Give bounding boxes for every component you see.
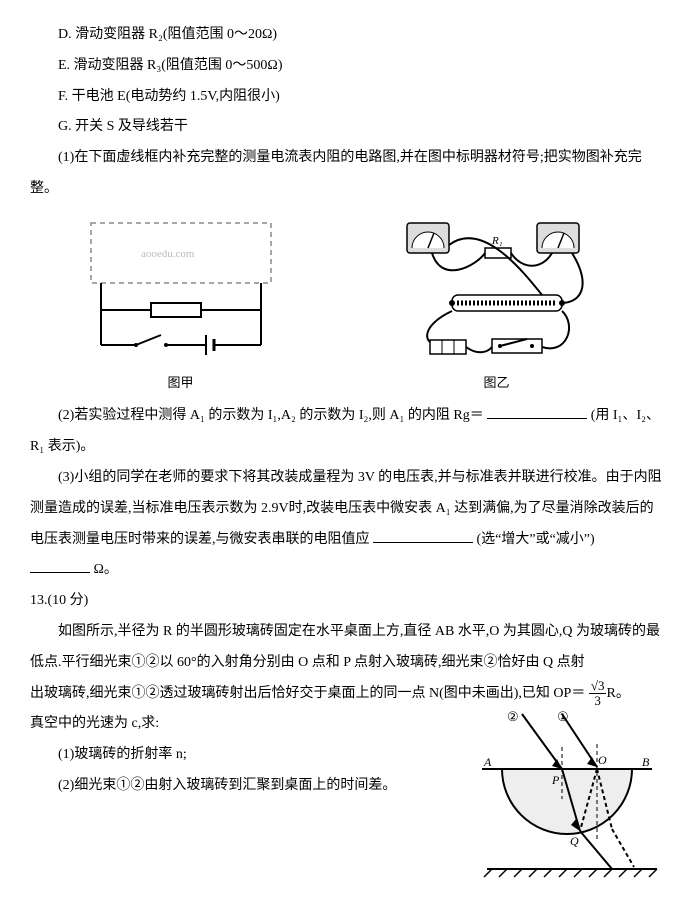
p13-body2-pre: 出玻璃砖,细光束①②透过玻璃砖射出后恰好交于桌面上的同一点 N(图中未画出),已… [30,686,585,701]
svg-text:A: A [483,755,492,769]
figure-left-col: aooedu.com 图甲 [81,215,281,398]
q3-blank1 [373,529,473,543]
frac-num: √3 [589,679,607,694]
question-3: (3)小组的同学在老师的要求下将其改装成量程为 3V 的电压表,并与标准表并联进… [30,463,662,555]
q3-blank2 [30,559,90,573]
figure-right-col: R₁ 图乙 [382,215,612,398]
figcap-right: 图乙 [483,369,509,398]
p13-body2-post: R。 [606,686,629,701]
svg-text:Q: Q [570,834,579,848]
p13-body2: 出玻璃砖,细光束①②透过玻璃砖射出后恰好交于桌面上的同一点 N(图中未画出),已… [30,679,662,710]
figcap-left: 图甲 [167,369,193,398]
svg-text:①: ① [557,709,569,724]
item-G: G. 开关 S 及导线若干 [30,112,662,143]
item-D: D. 滑动变阻器 R₂(阻值范围 0～20Ω) [30,20,662,51]
watermark-text: aooedu.com [141,248,195,260]
circuit-diagram-icon: aooedu.com [81,215,281,365]
p13-body1: 如图所示,半径为 R 的半圆形玻璃砖固定在水平桌面上方,直径 AB 水平,O 为… [30,617,662,679]
setup-diagram-icon: R₁ [382,215,612,365]
q3-hint: (选“增大”或“减小”) [477,532,595,547]
svg-text:B: B [642,755,650,769]
q2-blank [487,405,587,419]
semicircle-diagram-icon: ② ① A B O P Q [462,709,662,879]
q1-text: (1)在下面虚线框内补充完整的测量电流表内阻的电路图,并在图中标明器材符号;把实… [30,143,662,205]
q2-pre: (2)若实验过程中测得 A₁ 的示数为 I₁,A₂ 的示数为 I₂,则 A₁ 的… [58,408,484,423]
p13-header: 13.(10 分) [30,586,662,617]
svg-text:②: ② [507,709,519,724]
svg-text:P: P [551,773,560,787]
question-2: (2)若实验过程中测得 A₁ 的示数为 I₁,A₂ 的示数为 I₂,则 A₁ 的… [30,401,662,463]
fraction: √3 3 [589,679,607,709]
item-F: F. 干电池 E(电动势约 1.5V,内阻很小) [30,82,662,113]
question-1: (1)在下面虚线框内补充完整的测量电流表内阻的电路图,并在图中标明器材符号;把实… [30,143,662,205]
frac-den: 3 [589,694,607,708]
svg-text:O: O [598,753,607,767]
item-E: E. 滑动变阻器 R₃(阻值范围 0～500Ω) [30,51,662,82]
question-3-line2: Ω。 [30,555,662,586]
q3-post: Ω。 [94,562,118,577]
figure-row: aooedu.com 图甲 [30,215,662,398]
